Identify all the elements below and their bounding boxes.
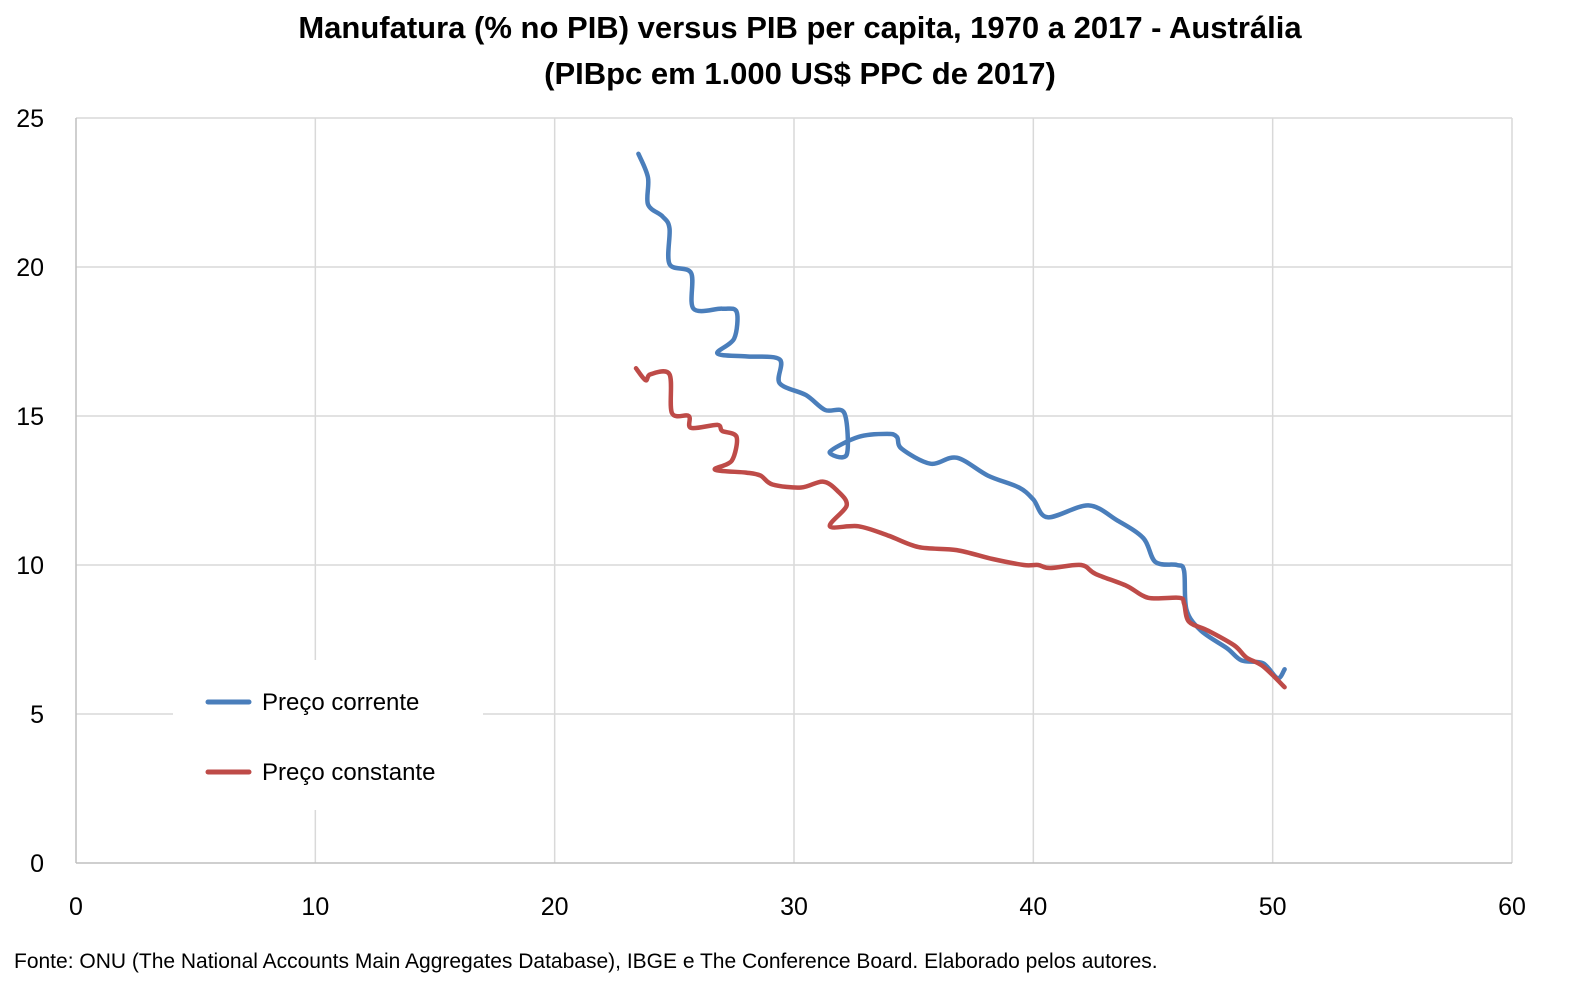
x-tick-label: 50 <box>1259 893 1287 921</box>
x-tick-label: 30 <box>780 893 808 921</box>
legend: Preço corrente Preço constante <box>173 660 483 810</box>
chart-title-line-2: (PIBpc em 1.000 US$ PPC de 2017) <box>544 56 1056 91</box>
y-tick-label: 25 <box>16 105 44 133</box>
x-tick-label: 20 <box>541 893 569 921</box>
x-tick-label: 40 <box>1019 893 1047 921</box>
series-lines <box>633 151 1287 690</box>
y-tick-label: 0 <box>30 850 44 878</box>
x-axis-ticks: 0 10 20 30 40 50 60 <box>69 893 1526 921</box>
y-tick-label: 15 <box>16 403 44 431</box>
x-tick-label: 10 <box>301 893 329 921</box>
y-tick-label: 10 <box>16 552 44 580</box>
line-chart: 0 10 20 30 40 50 60 0 5 10 15 20 25 Preço corrente … <box>16 105 1526 921</box>
legend-label-preco-corrente: Preço corrente <box>262 689 419 716</box>
axes <box>75 118 1512 864</box>
x-tick-label: 0 <box>69 893 83 921</box>
y-axis-ticks: 0 5 10 15 20 25 <box>16 105 44 878</box>
source-note: Fonte: ONU (The National Accounts Main A… <box>14 950 1158 973</box>
legend-label-preco-constante: Preço constante <box>262 759 435 786</box>
y-tick-label: 20 <box>16 254 44 282</box>
y-tick-label: 5 <box>30 701 44 729</box>
gridlines <box>76 117 1513 863</box>
x-tick-label: 60 <box>1498 893 1526 921</box>
legend-box <box>173 660 483 810</box>
series-line-preco-corrente <box>636 151 1287 681</box>
chart-title-line-1: Manufatura (% no PIB) versus PIB per cap… <box>298 10 1302 45</box>
series-line-preco-constante <box>633 366 1287 690</box>
